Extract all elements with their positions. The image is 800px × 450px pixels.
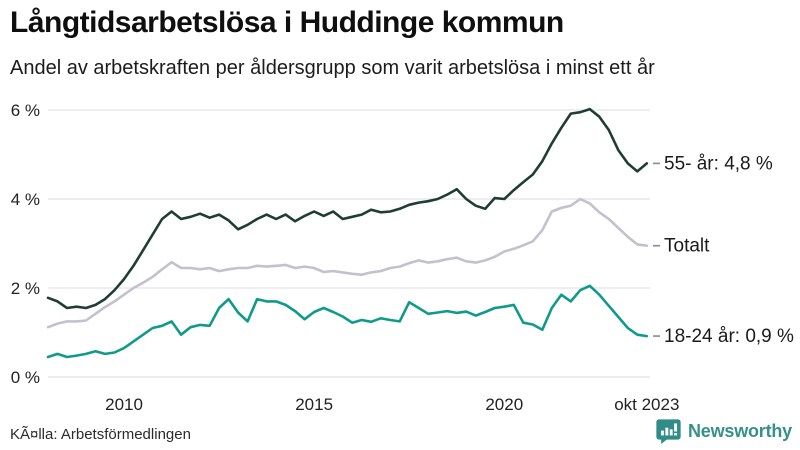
exclamation-bar (674, 423, 678, 432)
y-axis-tick-label: 4 % (11, 190, 40, 209)
page-subtitle: Andel av arbetskraften per åldersgrupp s… (10, 57, 655, 79)
series-line-55-ar (46, 107, 649, 310)
brand-name: Newsworthy (687, 421, 792, 441)
bar-1 (660, 430, 664, 436)
y-axis-tick-label: 2 % (11, 279, 40, 298)
series-line-totalt (46, 197, 649, 329)
series-line-18-24-ar (46, 284, 649, 359)
x-axis-tick-label: 2020 (485, 395, 523, 414)
speech-bubble-shape (656, 419, 681, 444)
chart: 0 % 2 % 4 % 6 % 2010 2015 2020 okt 2023 55- år: … (11, 101, 794, 414)
y-axis-tick-label: 0 % (11, 368, 40, 387)
x-axis-tick-label: 2015 (295, 395, 333, 414)
series-label-18-24-ar: 18-24 år: 0,9 % (664, 326, 794, 347)
bar-2 (665, 427, 669, 436)
source-note: KÃ¤lla: Arbetsförmedlingen (10, 426, 191, 443)
x-axis-tick-label: okt 2023 (614, 395, 679, 414)
page-title: Långtidsarbetslösa i Huddinge kommun (10, 6, 564, 39)
series-label-totalt: Totalt (664, 236, 710, 257)
newsworthy-logo-icon (656, 419, 681, 444)
y-axis-tick-label: 6 % (11, 101, 40, 120)
newsworthy-brand: Newsworthy (655, 418, 792, 445)
x-axis-tick-label: 2010 (105, 395, 143, 414)
exclamation-dot (674, 433, 678, 436)
bar-3 (669, 429, 673, 436)
series-label-55-ar: 55- år: 4,8 % (664, 153, 773, 174)
